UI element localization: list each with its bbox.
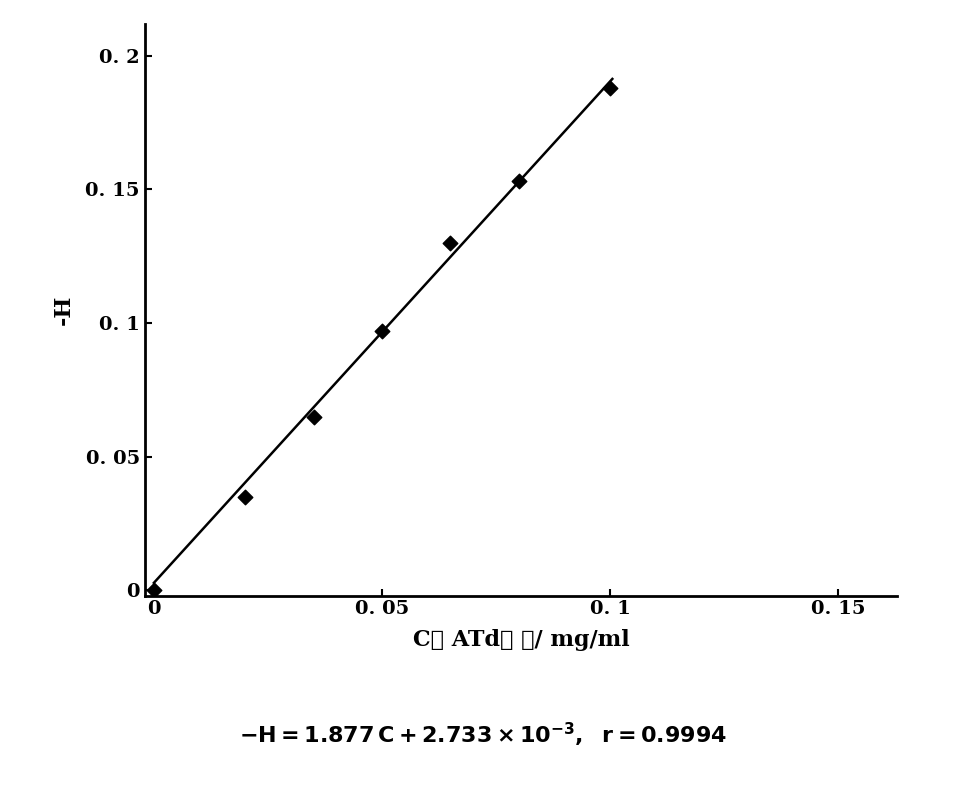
Point [237, 491, 253, 503]
Point [306, 410, 321, 423]
Point [146, 584, 161, 596]
Text: $\mathbf{-H = 1.877\,C + 2.733\times10^{-3},\ \ r = 0.9994}$: $\mathbf{-H = 1.877\,C + 2.733\times10^{… [238, 720, 727, 749]
Point [443, 237, 458, 249]
Point [511, 175, 527, 188]
Point [374, 325, 390, 337]
Point [602, 82, 618, 94]
X-axis label: C（ ATd甲 ）/ mg/ml: C（ ATd甲 ）/ mg/ml [413, 630, 629, 651]
Y-axis label: -H: -H [52, 295, 74, 325]
